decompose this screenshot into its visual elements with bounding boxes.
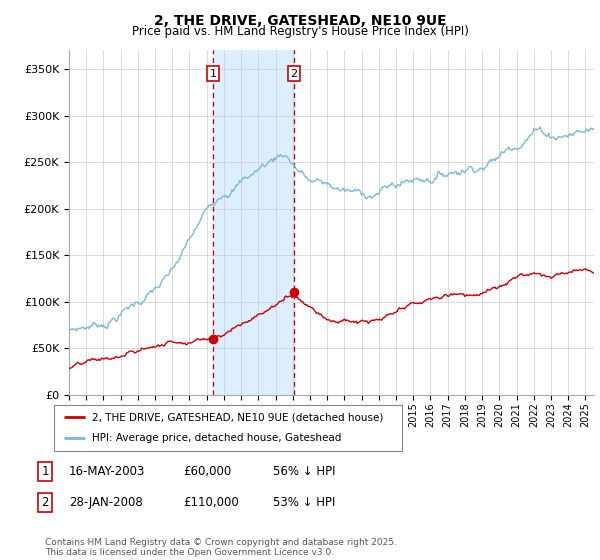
Text: £110,000: £110,000 [183,496,239,509]
FancyBboxPatch shape [54,405,402,451]
Text: 2: 2 [290,69,298,78]
Text: £60,000: £60,000 [183,465,231,478]
Bar [213,50,294,395]
Text: 2: 2 [41,496,49,509]
Text: 53% ↓ HPI: 53% ↓ HPI [273,496,335,509]
Text: 16-MAY-2003: 16-MAY-2003 [69,465,145,478]
Text: 56% ↓ HPI: 56% ↓ HPI [273,465,335,478]
Text: 28-JAN-2008: 28-JAN-2008 [69,496,143,509]
Text: 2, THE DRIVE, GATESHEAD, NE10 9UE: 2, THE DRIVE, GATESHEAD, NE10 9UE [154,14,446,28]
Text: Price paid vs. HM Land Registry's House Price Index (HPI): Price paid vs. HM Land Registry's House … [131,25,469,38]
Text: 2, THE DRIVE, GATESHEAD, NE10 9UE (detached house): 2, THE DRIVE, GATESHEAD, NE10 9UE (detac… [92,412,383,422]
Text: Contains HM Land Registry data © Crown copyright and database right 2025.
This d: Contains HM Land Registry data © Crown c… [45,538,397,557]
Text: HPI: Average price, detached house, Gateshead: HPI: Average price, detached house, Gate… [92,433,341,444]
Text: 1: 1 [209,69,217,78]
Text: 1: 1 [41,465,49,478]
